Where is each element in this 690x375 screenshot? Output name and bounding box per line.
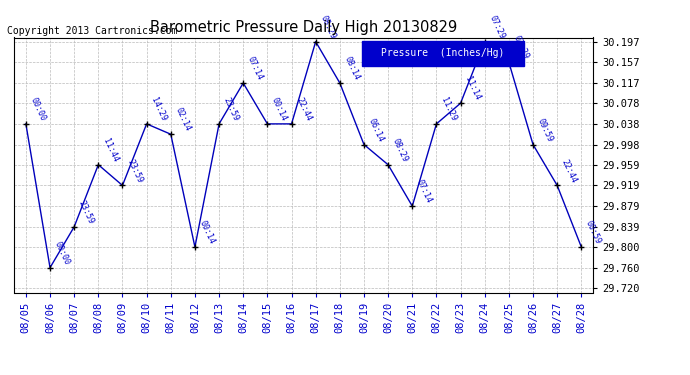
Bar [362, 41, 524, 66]
Text: 07:14: 07:14 [415, 178, 434, 205]
Text: 08:14: 08:14 [343, 55, 362, 82]
Text: 07:14: 07:14 [246, 55, 265, 82]
Text: 02:14: 02:14 [174, 106, 193, 133]
Text: 07:29: 07:29 [488, 14, 506, 40]
Text: 08:29: 08:29 [391, 137, 410, 164]
Title: Barometric Pressure Daily High 20130829: Barometric Pressure Daily High 20130829 [150, 20, 457, 35]
Text: 11:44: 11:44 [101, 137, 120, 164]
Text: 22:44: 22:44 [295, 96, 313, 123]
Text: 09:59: 09:59 [536, 117, 555, 143]
Text: 00:00: 00:00 [53, 240, 72, 266]
Text: 08:29: 08:29 [319, 14, 337, 40]
Text: 07:29: 07:29 [512, 34, 531, 61]
Text: 00:59: 00:59 [584, 219, 603, 246]
Text: 23:59: 23:59 [222, 96, 241, 123]
Text: 00:14: 00:14 [198, 219, 217, 246]
Text: 23:59: 23:59 [126, 158, 144, 184]
Text: Pressure  (Inches/Hg): Pressure (Inches/Hg) [381, 48, 504, 58]
Text: Copyright 2013 Cartronics.com: Copyright 2013 Cartronics.com [7, 26, 177, 36]
Text: 06:14: 06:14 [367, 117, 386, 143]
Text: 23:59: 23:59 [77, 199, 96, 225]
Text: 00:00: 00:00 [29, 96, 48, 123]
Text: 00:14: 00:14 [270, 96, 289, 123]
Text: 11:29: 11:29 [440, 96, 458, 123]
Text: 11:14: 11:14 [464, 75, 482, 102]
Text: 22:44: 22:44 [560, 158, 579, 184]
Text: 14:29: 14:29 [150, 96, 168, 123]
